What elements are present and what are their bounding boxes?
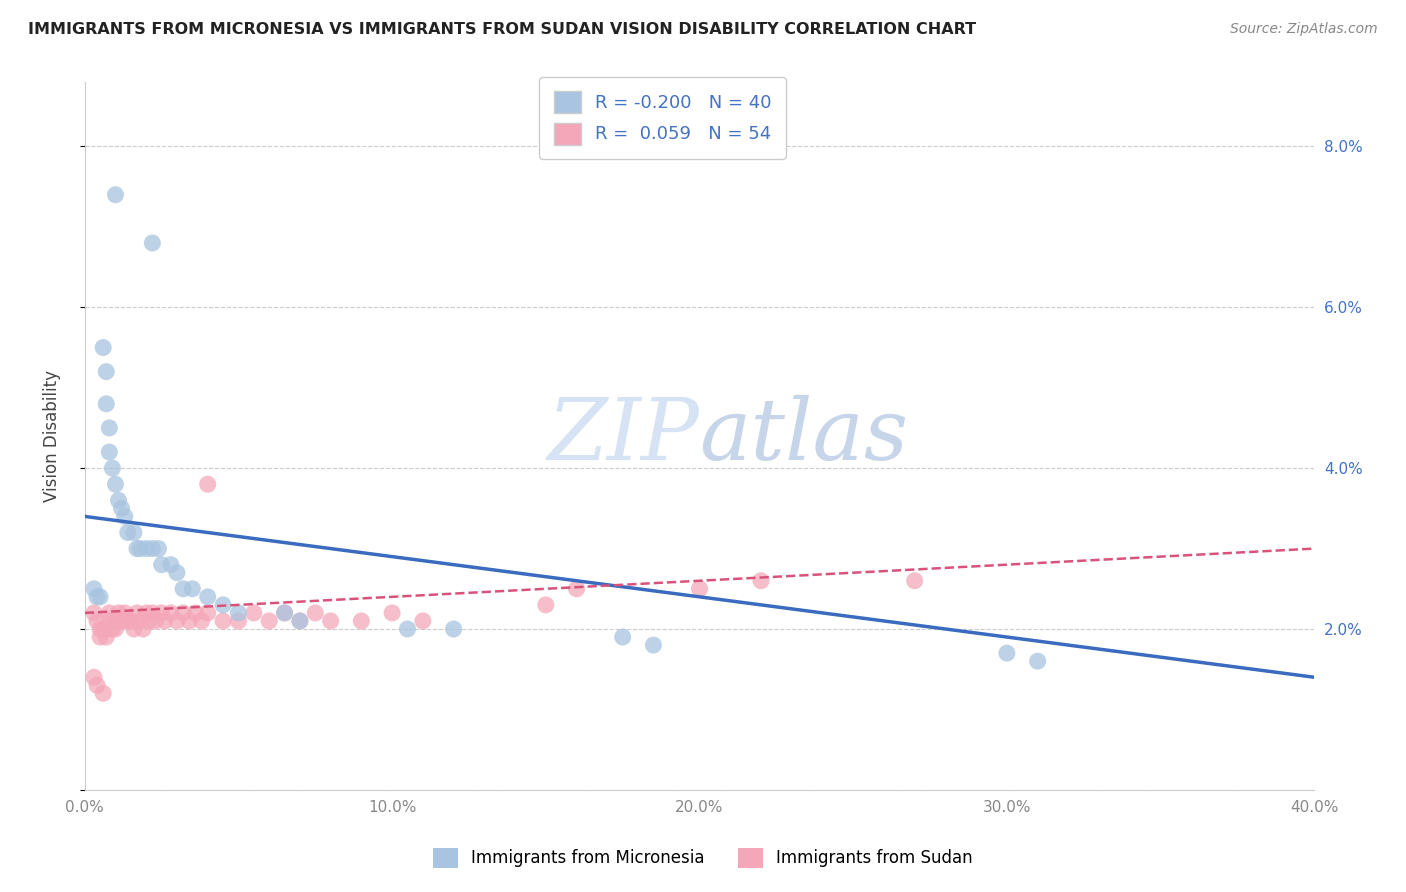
Point	[96, 397, 118, 411]
Point	[117, 614, 139, 628]
Point	[995, 646, 1018, 660]
Point	[350, 614, 373, 628]
Point	[122, 525, 145, 540]
Point	[689, 582, 711, 596]
Point	[104, 477, 127, 491]
Point	[212, 614, 235, 628]
Point	[98, 614, 121, 628]
Point	[273, 606, 295, 620]
Point	[98, 445, 121, 459]
Point	[565, 582, 588, 596]
Point	[381, 606, 404, 620]
Point	[96, 630, 118, 644]
Point	[83, 670, 105, 684]
Point	[104, 622, 127, 636]
Point	[110, 614, 132, 628]
Point	[904, 574, 927, 588]
Point	[179, 614, 201, 628]
Point	[114, 509, 136, 524]
Point	[749, 574, 772, 588]
Point	[159, 558, 181, 572]
Point	[153, 614, 176, 628]
Point	[135, 541, 157, 556]
Point	[96, 365, 118, 379]
Point	[150, 606, 173, 620]
Legend: R = -0.200   N = 40, R =  0.059   N = 54: R = -0.200 N = 40, R = 0.059 N = 54	[538, 77, 786, 159]
Point	[184, 606, 207, 620]
Point	[104, 187, 127, 202]
Point	[212, 598, 235, 612]
Point	[197, 590, 219, 604]
Point	[83, 606, 105, 620]
Point	[396, 622, 419, 636]
Point	[96, 622, 118, 636]
Point	[101, 461, 124, 475]
Point	[122, 622, 145, 636]
Point	[150, 558, 173, 572]
Point	[86, 614, 108, 628]
Point	[443, 622, 465, 636]
Point	[197, 477, 219, 491]
Point	[104, 614, 127, 628]
Point	[181, 582, 204, 596]
Point	[166, 566, 188, 580]
Point	[273, 606, 295, 620]
Point	[141, 541, 163, 556]
Point	[228, 614, 250, 628]
Point	[159, 606, 181, 620]
Point	[190, 614, 212, 628]
Point	[132, 622, 155, 636]
Point	[135, 606, 157, 620]
Point	[98, 421, 121, 435]
Point	[89, 622, 111, 636]
Point	[197, 606, 219, 620]
Point	[114, 606, 136, 620]
Point	[534, 598, 557, 612]
Point	[643, 638, 665, 652]
Point	[304, 606, 326, 620]
Point	[145, 614, 167, 628]
Point	[129, 614, 152, 628]
Text: Source: ZipAtlas.com: Source: ZipAtlas.com	[1230, 22, 1378, 37]
Legend: Immigrants from Micronesia, Immigrants from Sudan: Immigrants from Micronesia, Immigrants f…	[426, 841, 980, 875]
Text: atlas: atlas	[700, 394, 908, 477]
Point	[107, 493, 129, 508]
Point	[91, 686, 114, 700]
Point	[101, 622, 124, 636]
Point	[288, 614, 311, 628]
Point	[228, 606, 250, 620]
Point	[1026, 654, 1049, 668]
Point	[319, 614, 342, 628]
Point	[98, 606, 121, 620]
Point	[110, 501, 132, 516]
Point	[120, 614, 142, 628]
Point	[141, 235, 163, 250]
Point	[86, 678, 108, 692]
Point	[138, 614, 160, 628]
Point	[91, 341, 114, 355]
Point	[612, 630, 634, 644]
Point	[172, 582, 194, 596]
Point	[166, 614, 188, 628]
Point	[257, 614, 280, 628]
Point	[117, 525, 139, 540]
Point	[89, 630, 111, 644]
Point	[288, 614, 311, 628]
Y-axis label: Vision Disability: Vision Disability	[44, 370, 60, 502]
Point	[86, 590, 108, 604]
Point	[107, 606, 129, 620]
Point	[89, 590, 111, 604]
Point	[412, 614, 434, 628]
Point	[129, 541, 152, 556]
Point	[125, 606, 148, 620]
Point	[243, 606, 266, 620]
Point	[141, 606, 163, 620]
Point	[148, 541, 170, 556]
Point	[172, 606, 194, 620]
Text: ZIP: ZIP	[547, 394, 700, 477]
Point	[83, 582, 105, 596]
Text: IMMIGRANTS FROM MICRONESIA VS IMMIGRANTS FROM SUDAN VISION DISABILITY CORRELATIO: IMMIGRANTS FROM MICRONESIA VS IMMIGRANTS…	[28, 22, 976, 37]
Point	[91, 622, 114, 636]
Point	[125, 541, 148, 556]
